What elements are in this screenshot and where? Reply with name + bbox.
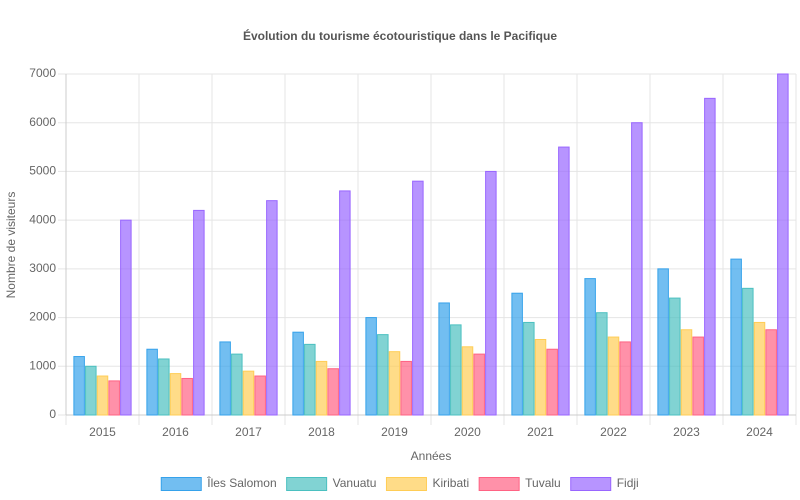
bar — [158, 358, 170, 416]
bar — [596, 312, 608, 416]
bar — [631, 122, 643, 416]
y-tick-label: 3000 — [29, 261, 56, 275]
y-tick-label: 1000 — [29, 358, 56, 372]
bar — [461, 346, 474, 416]
bar — [680, 329, 693, 416]
bar — [388, 351, 401, 416]
bar — [193, 209, 205, 416]
x-axis-label: Années — [411, 449, 452, 463]
legend-label: Fidji — [617, 476, 639, 490]
bar — [292, 331, 304, 416]
bar — [377, 334, 389, 416]
legend-swatch — [385, 477, 427, 491]
bar — [584, 278, 596, 416]
bar — [765, 329, 777, 416]
y-tick-label: 6000 — [29, 115, 56, 129]
bar — [108, 380, 120, 416]
bar — [85, 365, 97, 416]
bar — [619, 341, 631, 416]
chart-title: Évolution du tourisme écotouristique dan… — [243, 28, 557, 43]
bar — [327, 368, 339, 416]
bar — [485, 170, 497, 416]
x-tick-label: 2023 — [673, 425, 700, 439]
bar — [450, 324, 462, 416]
bar — [304, 343, 316, 416]
bar — [120, 219, 132, 416]
legend-swatch — [570, 477, 612, 491]
bar — [412, 180, 424, 416]
bar — [546, 348, 558, 416]
legend-swatch — [286, 477, 328, 491]
legend-label: Kiribati — [432, 476, 469, 490]
x-tick-label: 2017 — [235, 425, 262, 439]
bar — [400, 360, 412, 416]
y-tick-label: 2000 — [29, 310, 56, 324]
bar — [692, 336, 704, 416]
bar — [254, 375, 266, 416]
bar — [96, 375, 109, 416]
bar — [511, 292, 523, 416]
bar — [669, 297, 681, 416]
legend-label: Vanuatu — [333, 476, 377, 490]
x-tick-label: 2021 — [527, 425, 554, 439]
bar — [339, 190, 351, 416]
bar — [73, 356, 85, 416]
bar — [365, 317, 377, 416]
legend-label: Tuvalu — [525, 476, 561, 490]
x-tick-label: 2022 — [600, 425, 627, 439]
y-tick-label: 5000 — [29, 164, 56, 178]
legend-label: Îles Salomon — [206, 475, 276, 490]
x-tick-label: 2020 — [454, 425, 481, 439]
legend-swatch — [160, 477, 202, 491]
bar — [730, 258, 742, 416]
bar — [534, 338, 547, 416]
y-tick-label: 0 — [49, 407, 56, 421]
bar — [146, 348, 158, 416]
x-tick-label: 2019 — [381, 425, 408, 439]
x-tick-label: 2024 — [746, 425, 773, 439]
bar — [315, 360, 328, 416]
bar — [742, 287, 754, 416]
bar — [657, 268, 669, 416]
y-tick-label: 4000 — [29, 212, 56, 226]
bar — [473, 353, 485, 416]
legend-swatch — [478, 477, 520, 491]
bar — [753, 321, 766, 416]
y-tick-label: 7000 — [29, 66, 56, 80]
bar — [777, 73, 789, 416]
bar — [231, 353, 243, 416]
bar — [438, 302, 450, 416]
bar — [181, 377, 193, 416]
y-axis-label: Nombre de visiteurs — [4, 192, 18, 299]
bar — [704, 97, 716, 416]
bar — [558, 146, 570, 416]
bar — [607, 336, 620, 416]
x-tick-label: 2018 — [308, 425, 335, 439]
bar — [242, 370, 255, 416]
bar — [169, 373, 182, 416]
bar — [219, 341, 231, 416]
bar — [266, 200, 278, 416]
bar — [523, 321, 535, 416]
x-tick-label: 2015 — [89, 425, 116, 439]
x-tick-label: 2016 — [162, 425, 189, 439]
